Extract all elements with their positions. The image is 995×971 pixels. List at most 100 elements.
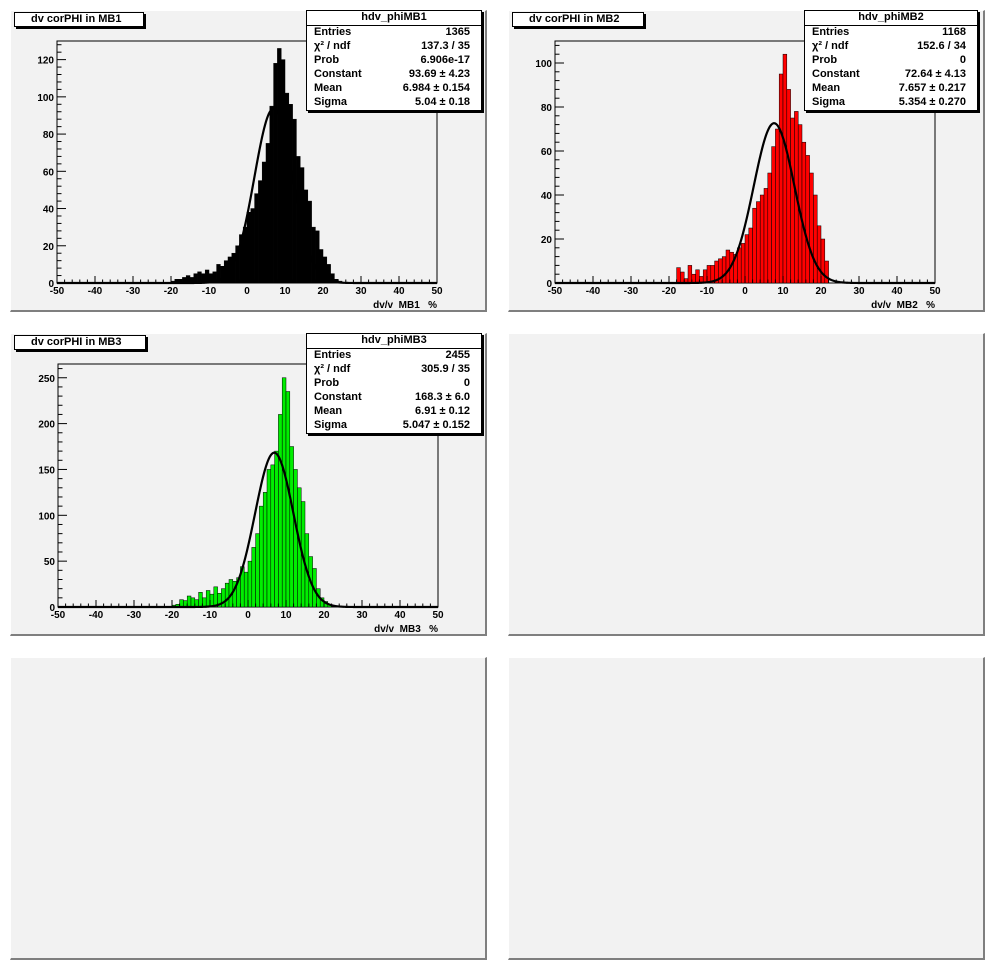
histogram-bar — [278, 414, 283, 608]
histogram-bar — [296, 156, 301, 284]
histogram-bar — [759, 194, 765, 284]
y-tick-label: 80 — [541, 103, 553, 114]
histogram-bar — [277, 48, 282, 284]
histogram-bar — [813, 194, 818, 284]
histogram-bar — [680, 271, 685, 284]
histogram-bar — [262, 492, 268, 608]
x-tick-label: 0 — [245, 610, 251, 621]
histogram-bar — [721, 256, 727, 284]
x-tick-label: 30 — [355, 286, 367, 297]
histogram-bar — [250, 208, 255, 284]
histogram-bar — [246, 212, 252, 284]
x-tick-label: -20 — [164, 286, 179, 297]
x-tick-label: -20 — [165, 610, 180, 621]
histogram-bar — [179, 599, 184, 608]
y-tick-label: 60 — [541, 147, 553, 158]
histogram-bar — [691, 273, 696, 284]
stats-box-mb1: hdv_phiMB1 Entries 1365 χ² / ndf 137.3 / 3… — [306, 10, 482, 111]
stats-title: hdv_phiMB1 — [307, 11, 481, 26]
histogram-bar — [201, 273, 206, 284]
y-tick-label: 200 — [38, 420, 55, 431]
histogram-bar — [198, 592, 203, 608]
histogram-bar — [790, 117, 795, 284]
histogram-bar — [748, 227, 753, 284]
x-tick-label: -20 — [662, 286, 677, 297]
histogram-bar — [725, 249, 731, 284]
histogram-bar — [202, 597, 207, 608]
histogram-bar — [809, 172, 814, 284]
x-tick-label: -40 — [88, 286, 103, 297]
histogram-bar — [281, 377, 287, 608]
histogram-bar — [255, 533, 260, 608]
y-tick-label: 250 — [38, 374, 55, 385]
chart-title-mb1: dv corPHI in MB1 — [14, 12, 144, 27]
x-tick-label: 50 — [929, 286, 941, 297]
histogram-bar — [254, 193, 259, 284]
histogram-bar — [816, 225, 822, 284]
histogram-bar — [293, 469, 298, 608]
gaussian-fit-curve — [555, 122, 935, 285]
histogram-bar — [220, 265, 225, 284]
x-tick-label: 30 — [853, 286, 865, 297]
x-tick-label: 50 — [431, 286, 443, 297]
x-axis-label: dv/v MB2 % — [871, 300, 935, 311]
histogram-bar — [786, 89, 791, 284]
x-tick-label: -10 — [700, 286, 715, 297]
y-tick-label: 150 — [38, 465, 55, 476]
histogram-bar — [273, 63, 278, 284]
histogram-bar — [288, 104, 293, 284]
histogram-bar — [224, 582, 230, 608]
histogram-bar — [706, 265, 712, 284]
histogram-bar — [676, 267, 681, 284]
histogram-bar — [265, 143, 271, 284]
x-tick-label: -30 — [126, 286, 141, 297]
histogram-bar — [185, 275, 191, 284]
x-tick-label: -10 — [203, 610, 218, 621]
chart-title-mb2: dv corPHI in MB2 — [512, 12, 644, 27]
y-tick-label: 80 — [43, 130, 55, 141]
x-tick-label: 40 — [394, 610, 406, 621]
stats-row: Constant 168.3 ± 6.0 — [314, 391, 470, 403]
histogram-bar — [292, 118, 297, 284]
histogram-bar — [204, 269, 210, 284]
histogram-bar — [318, 249, 324, 284]
y-tick-label: 20 — [43, 242, 55, 253]
x-axis-label: dv/v MB3 % — [374, 624, 438, 635]
histogram-bar — [775, 128, 780, 284]
histogram-bar — [284, 92, 290, 284]
x-tick-label: 10 — [777, 286, 789, 297]
histogram-bar — [285, 391, 291, 608]
y-tick-label: 40 — [43, 205, 55, 216]
histogram-bar — [695, 269, 700, 284]
x-tick-label: -40 — [586, 286, 601, 297]
histogram-bar — [190, 597, 196, 608]
stats-row: Sigma 5.047 ± 0.152 — [314, 419, 470, 431]
stats-box-mb2: hdv_phiMB2 Entries 1168 χ² / ndf 152.6 / 3… — [804, 10, 978, 111]
x-tick-label: 30 — [356, 610, 368, 621]
x-tick-label: 20 — [317, 286, 329, 297]
histogram-bar — [274, 450, 279, 608]
histogram-bar — [782, 53, 788, 284]
x-tick-label: 20 — [815, 286, 827, 297]
gaussian-fit-curve — [58, 451, 438, 609]
x-tick-label: -30 — [127, 610, 142, 621]
stats-row: Entries 1365 — [314, 26, 470, 38]
x-tick-label: 50 — [432, 610, 444, 621]
histogram-bar — [258, 180, 263, 284]
histogram-bar — [687, 265, 693, 284]
y-tick-label: 100 — [38, 511, 55, 522]
histogram-bar — [702, 269, 708, 284]
x-tick-label: -40 — [89, 610, 104, 621]
histogram-bar — [280, 59, 286, 284]
y-tick-label: 50 — [44, 557, 56, 568]
histogram-bar — [763, 188, 769, 284]
histogram-bar — [330, 273, 335, 284]
x-tick-label: 0 — [244, 286, 250, 297]
x-tick-label: 20 — [318, 610, 330, 621]
histogram-bar — [266, 469, 272, 608]
y-tick-label: 0 — [48, 279, 54, 290]
y-tick-label: 100 — [37, 93, 54, 104]
x-tick-label: -50 — [548, 286, 563, 297]
pad-6-empty — [508, 657, 985, 960]
y-tick-label: 0 — [546, 279, 552, 290]
